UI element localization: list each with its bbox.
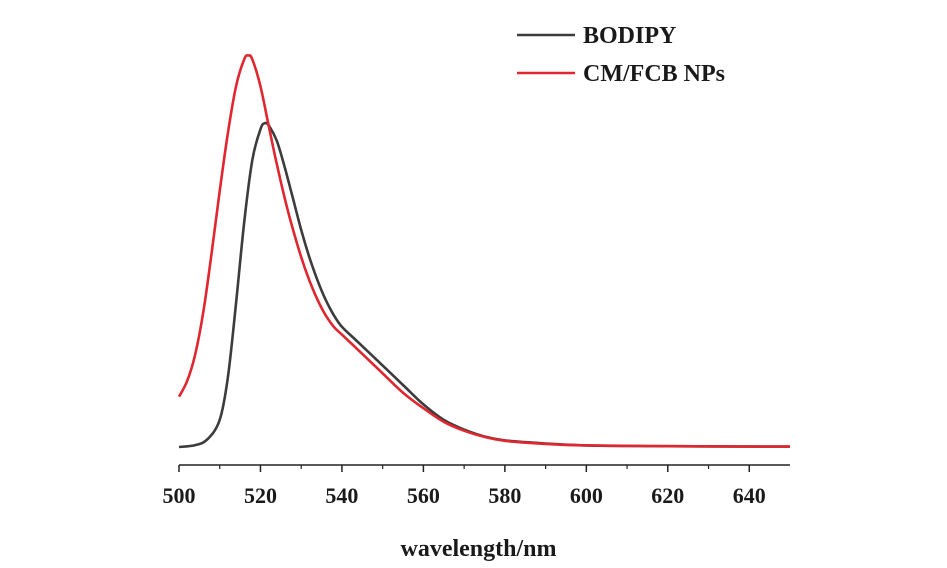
legend-label-cm-fcb-nps: CM/FCB NPs [583, 61, 725, 87]
x-tick-label-580: 580 [488, 483, 521, 508]
x-axis-ticks: 500 520 540 560 580 600 620 640 [163, 465, 766, 508]
x-tick-label-520: 520 [244, 483, 277, 508]
x-tick-label-500: 500 [163, 483, 196, 508]
legend-label-bodipy: BODIPY [583, 23, 676, 49]
x-tick-label-540: 540 [325, 483, 358, 508]
series-line-bodipy [178, 121, 791, 449]
series-line-cm-fcb-nps [177, 54, 791, 448]
x-tick-label-560: 560 [407, 483, 440, 508]
x-tick-label-620: 620 [651, 483, 684, 508]
x-tick-label-600: 600 [570, 483, 603, 508]
legend: BODIPY CM/FCB NPs [517, 23, 725, 87]
x-axis-title: wavelength/nm [401, 536, 557, 562]
x-tick-label-640: 640 [733, 483, 766, 508]
series-layer [177, 54, 791, 449]
